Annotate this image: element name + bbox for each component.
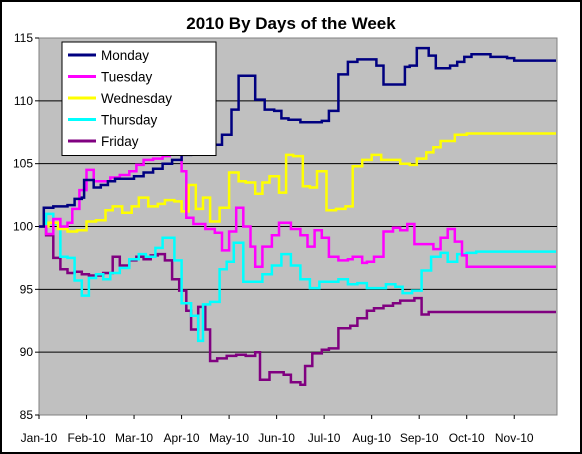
legend-label-friday: Friday	[101, 134, 139, 149]
chart-title: 2010 By Days of the Week	[186, 14, 396, 33]
series-lines	[39, 46, 556, 387]
x-tick-label: Feb-10	[68, 431, 106, 445]
x-tick-label: Jul-10	[308, 431, 341, 445]
x-tick-label: Aug-10	[352, 431, 391, 445]
y-tick-label: 85	[20, 408, 34, 422]
legend-label-monday: Monday	[101, 48, 149, 63]
x-tick-label: Apr-10	[164, 431, 200, 445]
y-tick-label: 90	[20, 345, 34, 359]
x-axis: Jan-10 Feb-10 Mar-10 Apr-10 May-10 Jun-10 Jul-…	[21, 415, 534, 445]
x-tick-label: Nov-10	[495, 431, 534, 445]
y-tick-label: 95	[20, 282, 34, 296]
series-line-tuesday	[39, 143, 556, 268]
x-tick-label: Oct-10	[449, 431, 485, 445]
x-tick-label: Jun-10	[258, 431, 295, 445]
y-tick-label: 105	[13, 157, 33, 171]
x-tick-label: May-10	[209, 431, 249, 445]
y-tick-label: 100	[13, 220, 33, 234]
y-tick-label: 115	[14, 31, 33, 45]
series-line-thursday	[39, 212, 556, 343]
x-tick-label: Jan-10	[21, 431, 58, 445]
legend: Monday Tuesday Wednesday Thursday Friday	[61, 41, 217, 156]
legend-label-thursday: Thursday	[101, 113, 158, 128]
y-tick-label: 110	[14, 94, 33, 108]
y-axis: 85 90 95 100 105 110 115	[13, 31, 39, 422]
legend-label-wednesday: Wednesday	[101, 91, 172, 106]
x-tick-label: Sep-10	[400, 431, 439, 445]
series-line-wednesday	[39, 132, 556, 233]
series-line-monday	[39, 46, 556, 228]
legend-label-tuesday: Tuesday	[101, 70, 153, 85]
x-tick-label: Mar-10	[115, 431, 153, 445]
